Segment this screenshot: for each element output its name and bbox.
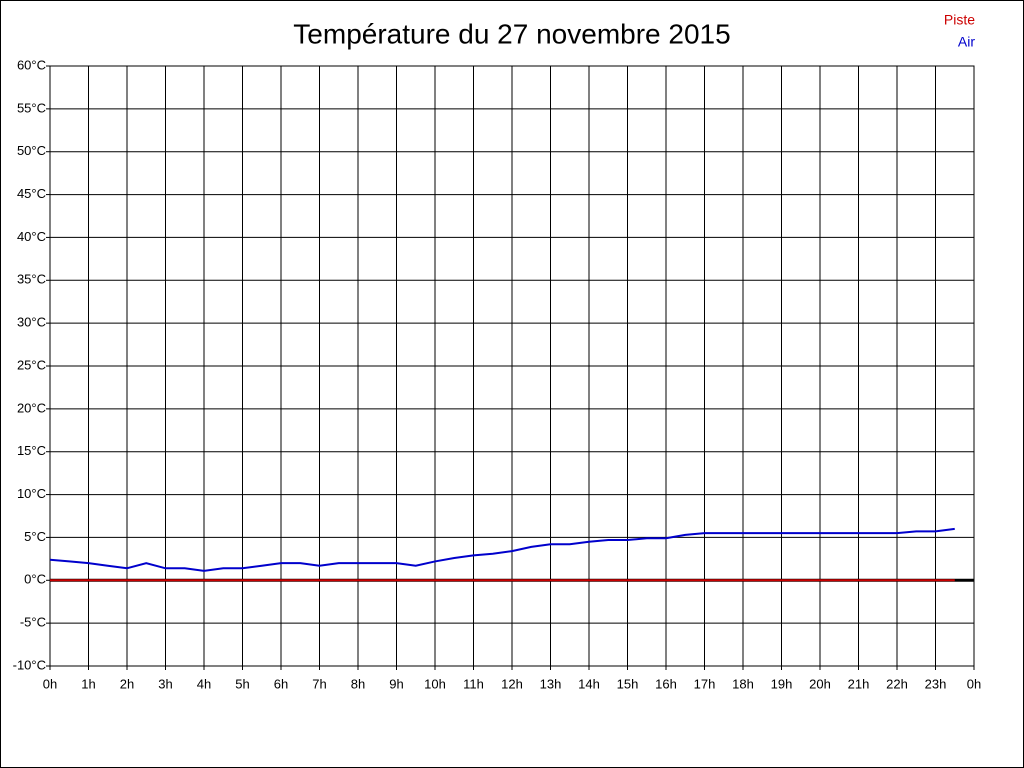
x-tick-label: 11h [463,676,484,691]
y-tick-label: 0°C [24,572,46,587]
y-tick-label: 50°C [17,143,46,158]
x-tick-label: 8h [351,676,365,691]
x-tick-label: 20h [809,676,831,691]
x-tick-label: 13h [540,676,562,691]
y-tick-label: 60°C [17,57,46,72]
x-tick-label: 21h [848,676,870,691]
y-tick-label: 45°C [17,186,46,201]
x-tick-label: 18h [732,676,754,691]
y-tick-label: 10°C [17,486,46,501]
y-tick-label: 35°C [17,272,46,287]
x-tick-label: 15h [617,676,639,691]
chart-title: Température du 27 novembre 2015 [293,18,730,49]
legend-label: Air [958,34,975,50]
y-tick-label: 15°C [17,443,46,458]
y-tick-label: 30°C [17,315,46,330]
y-tick-label: 40°C [17,229,46,244]
y-tick-label: 5°C [24,529,46,544]
y-tick-label: 20°C [17,400,46,415]
x-tick-label: 12h [501,676,523,691]
x-tick-label: 3h [158,676,172,691]
x-tick-label: 22h [886,676,908,691]
x-tick-label: 4h [197,676,211,691]
y-tick-label: -10°C [13,657,46,672]
x-tick-label: 10h [424,676,446,691]
x-tick-label: 5h [235,676,249,691]
x-tick-label: 23h [925,676,947,691]
x-tick-label: 19h [771,676,793,691]
x-tick-label: 1h [81,676,95,691]
line-series [49,527,955,572]
x-tick-label: 0h [43,676,57,691]
x-tick-label: 14h [578,676,600,691]
x-tick-label: 7h [312,676,326,691]
x-tick-label: 16h [655,676,677,691]
y-tick-label: 25°C [17,357,46,372]
legend-label: Piste [944,12,975,28]
x-tick-label: 9h [389,676,403,691]
x-tick-label: 2h [120,676,134,691]
y-tick-label: 55°C [17,100,46,115]
x-tick-label: 6h [274,676,288,691]
x-tick-label: 0h [967,676,981,691]
x-tick-label: 17h [694,676,716,691]
y-tick-label: -5°C [20,615,46,630]
